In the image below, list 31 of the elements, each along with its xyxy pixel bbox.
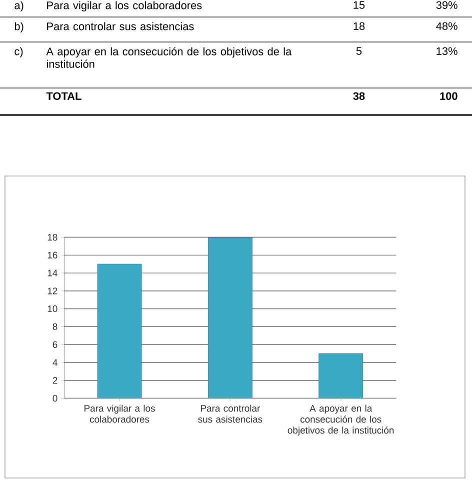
y-tick-label: 12 — [48, 288, 58, 294]
text: 5 — [356, 47, 362, 55]
text: a) — [14, 1, 24, 12]
text: 100 — [440, 92, 458, 100]
x-tick-label: Para controlar sus asistencias — [198, 404, 262, 423]
text: 15 — [354, 1, 365, 9]
text: 18 — [354, 22, 365, 30]
text: TOTAL — [46, 92, 82, 100]
bar — [97, 264, 142, 398]
bar — [318, 353, 364, 398]
y-tick-label: 0 — [52, 394, 58, 402]
text: 48% — [436, 22, 458, 30]
y-tick-label: 4 — [52, 359, 58, 366]
y-tick-label: 16 — [48, 252, 58, 258]
text: 13% — [436, 47, 458, 55]
text: c) — [14, 47, 23, 58]
bar — [208, 237, 252, 398]
text: A apoyar en la consecución de los objetivos de la institución — [46, 47, 292, 68]
text: Para vigilar a los colaboradores — [47, 1, 202, 12]
y-tick-label: 14 — [48, 270, 58, 276]
y-tick-label: 6 — [52, 341, 58, 348]
text: 38 — [353, 92, 365, 100]
y-tick-label: 2 — [52, 377, 58, 384]
y-tick-label: 8 — [52, 323, 58, 330]
x-tick-label: Para vigilar a los colaboradores — [84, 404, 155, 423]
x-tick-label: A apoyar en la consecución de los objetivos de la institución — [288, 404, 394, 436]
text: b) — [14, 22, 24, 32]
y-tick-label: 18 — [48, 234, 58, 241]
text: 39% — [436, 1, 458, 9]
text: Para controlar sus asistencias — [47, 22, 194, 30]
y-tick-label: 10 — [48, 305, 58, 312]
